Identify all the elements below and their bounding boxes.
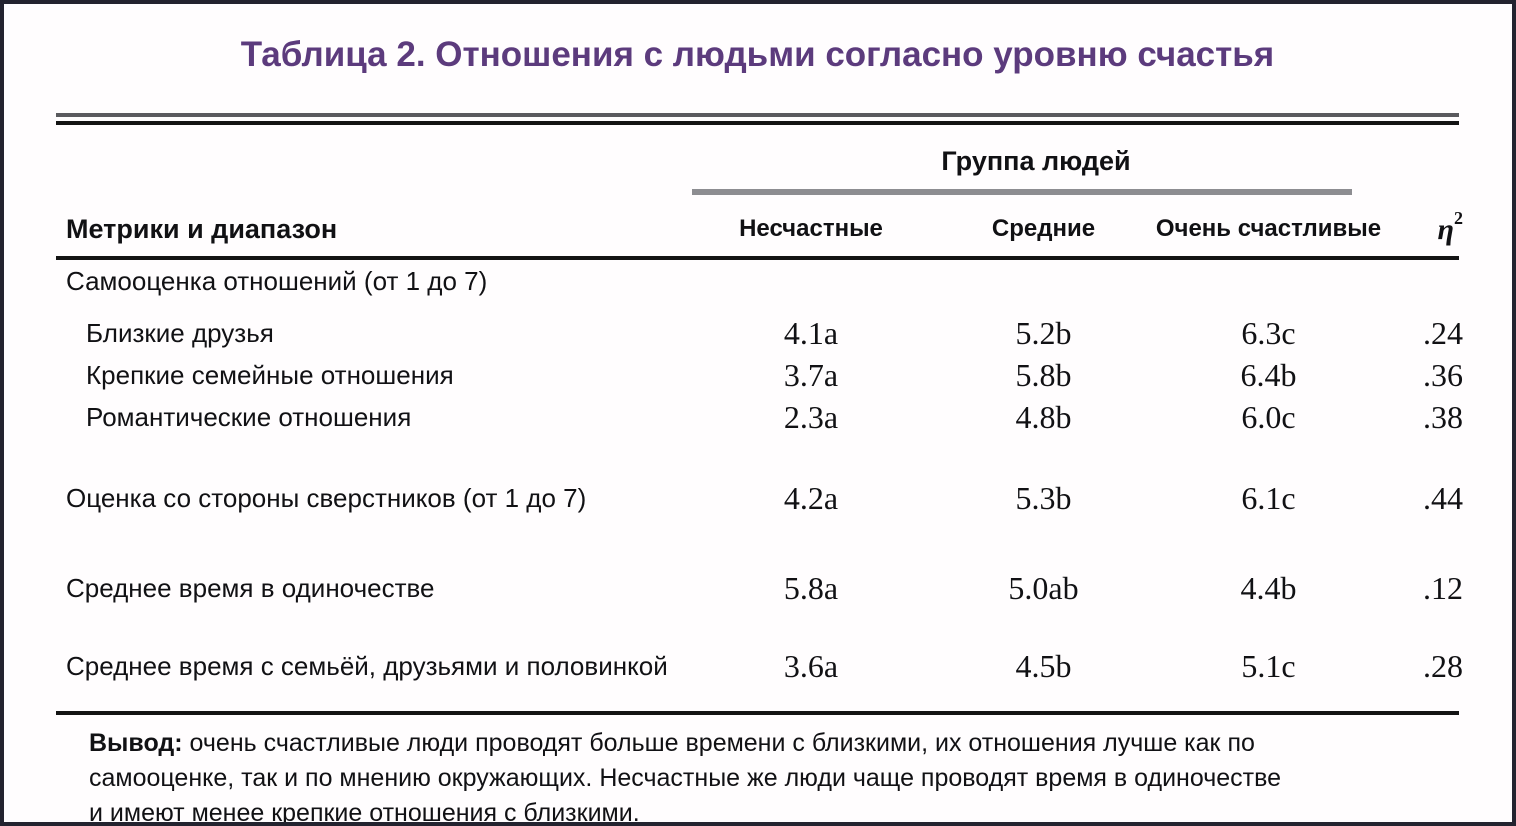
cell-eta-value: .38 [1423,398,1463,435]
eta-symbol: η2 [1437,208,1463,246]
group-header-underline [692,189,1352,195]
cell-value: 4.1a [783,314,839,351]
cell-value: 3.6a [783,647,839,684]
cell-value: 6.1c [1241,479,1296,516]
group-header-spacer-right [1386,145,1463,195]
group-header-row: Группа людей [56,145,1459,195]
cell-value: 4.5b [1015,647,1072,684]
row-label: Романтические отношения [86,401,412,432]
group-header-cell: Группа людей [686,145,1386,195]
cell-value: 5.8b [1015,356,1072,393]
double-rule [56,113,1459,125]
cell-value: 4.4b [1240,569,1297,606]
row-label: Среднее время с семьёй, друзьями и полов… [66,650,668,681]
cell-eta-value: .44 [1423,479,1463,516]
footer-text: очень счастливые люди проводят больше вр… [189,729,1255,757]
cell-value: 2.3a [783,398,839,435]
column-header-very-happy: Очень счастливые [1155,215,1382,242]
header-rule [56,256,1459,260]
footer-line: самооценке, так и по мнению окружающих. … [89,764,1281,792]
table-row: Романтические отношения 2.3a 4.8b 6.0c .… [56,396,1463,438]
table-row-section: Самооценка отношений (от 1 до 7) [56,266,1459,296]
cell-value: 5.2b [1015,314,1072,351]
double-rule-black [56,121,1459,125]
cell-value: 6.3c [1241,314,1296,351]
group-header-spacer-left [56,145,686,195]
column-header-unhappy: Несчастные [739,215,883,242]
row-label: Близкие друзья [86,317,274,348]
column-header-metrics: Метрики и диапазон [66,213,338,244]
column-header-eta-squared: η2 [1386,208,1463,247]
table-row: Среднее время с семьёй, друзьями и полов… [56,645,1463,687]
eta-letter: η [1437,212,1454,246]
cell-value: 5.8a [783,569,839,606]
cell-value: 3.7a [783,356,839,393]
table-row: Среднее время в одиночестве 5.8a 5.0ab 4… [56,567,1463,609]
cell-eta-value: .28 [1423,647,1463,684]
row-label: Оценка со стороны сверстников (от 1 до 7… [66,482,587,513]
row-label: Самооценка отношений (от 1 до 7) [66,266,488,296]
table-row: Оценка со стороны сверстников (от 1 до 7… [56,477,1463,519]
eta-superscript: 2 [1454,207,1463,228]
footer-line: и имеют менее крепкие отношения с близки… [89,799,640,826]
group-header-title: Группа людей [941,146,1131,176]
double-rule-gray [56,113,1459,117]
cell-value: 6.4b [1240,356,1297,393]
table-row: Близкие друзья 4.1a 5.2b 6.3c .24 [56,312,1463,354]
cell-eta-value: .12 [1423,569,1463,606]
cell-eta-value: .36 [1423,356,1463,393]
column-header-average: Средние [991,215,1096,242]
cell-value: 5.3b [1015,479,1072,516]
cell-value: 4.8b [1015,398,1072,435]
column-header-row: Метрики и диапазон Несчастные Средние Оч… [56,208,1463,247]
cell-eta-value: .24 [1423,314,1463,351]
cell-value: 6.0c [1241,398,1296,435]
table-row: Крепкие семейные отношения 3.7a 5.8b 6.4… [56,354,1463,396]
cell-value: 5.0ab [1008,569,1079,606]
cell-value: 4.2a [783,479,839,516]
cell-value: 5.1c [1241,647,1296,684]
footer-lead: Вывод: [89,729,183,757]
row-label: Среднее время в одиночестве [66,572,435,603]
row-label: Крепкие семейные отношения [86,359,454,390]
footer-rule [56,711,1459,715]
footer-note: Вывод: очень счастливые люди проводят бо… [56,715,1459,826]
table-title: Таблица 2. Отношения с людьми согласно у… [240,35,1275,74]
footer-line: Вывод: очень счастливые люди проводят бо… [89,726,1459,761]
